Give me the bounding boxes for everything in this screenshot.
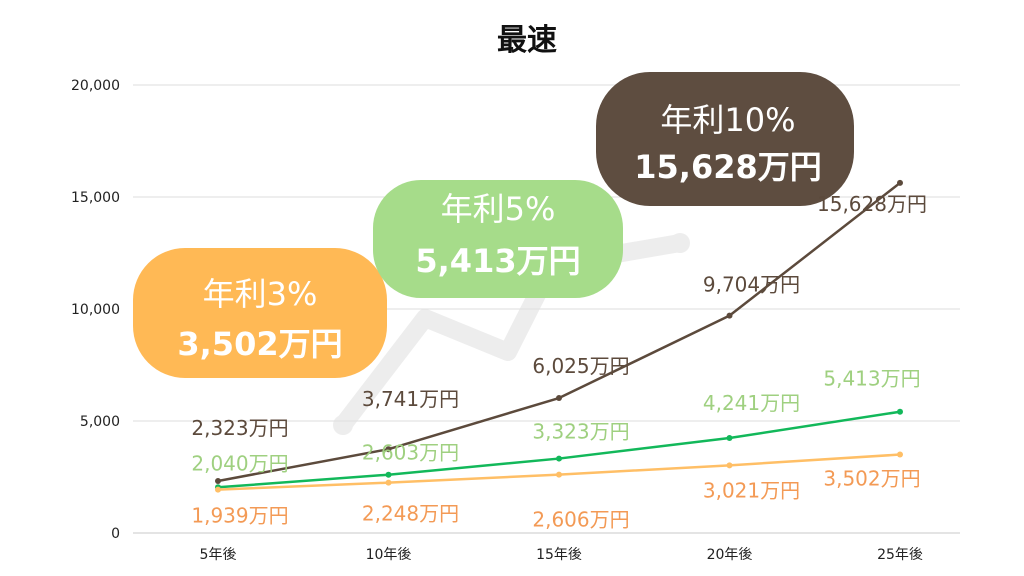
- x-tick-label: 20年後: [707, 547, 753, 563]
- data-label-r5: 2,040万円: [191, 451, 288, 475]
- x-axis: 5年後 10年後 15年後 20年後 25年後: [200, 547, 923, 563]
- data-label-r3: 3,502万円: [823, 467, 920, 491]
- data-point-r3: [726, 462, 733, 469]
- data-point-r3: [897, 451, 903, 458]
- y-axis: 0 5,000 10,000 15,000 20,000: [71, 78, 120, 542]
- data-label-r10: 9,704万円: [703, 273, 800, 297]
- data-label-r5: 5,413万円: [823, 367, 920, 391]
- chart-title: 最速: [497, 23, 557, 58]
- y-tick-label: 5,000: [80, 414, 120, 430]
- data-label-r10: 3,741万円: [362, 387, 459, 411]
- data-point-r3: [556, 471, 562, 478]
- callout-amount-10-label: 15,628万円: [634, 148, 822, 186]
- data-point-r5: [726, 435, 733, 442]
- x-tick-label: 5年後: [200, 547, 237, 563]
- data-point-r5: [556, 455, 562, 462]
- data-point-r10: [556, 395, 562, 402]
- y-tick-label: 15,000: [71, 190, 120, 206]
- y-tick-label: 0: [111, 526, 120, 542]
- callout-rate-10-label: 年利10%: [660, 101, 795, 139]
- data-point-r10: [385, 446, 392, 453]
- data-label-r10: 15,628万円: [817, 192, 927, 216]
- data-label-r3: 3,021万円: [703, 478, 800, 502]
- x-tick-label: 10年後: [366, 547, 412, 563]
- callout-rate-3: 年利3% 3,502万円: [133, 248, 387, 378]
- data-label-r5: 3,323万円: [532, 420, 629, 444]
- callout-bubble-3: [133, 248, 387, 378]
- data-label-layer: 2,323万円 3,741万円 6,025万円 9,704万円 15,628万円 2,04…: [191, 192, 927, 532]
- series-layer: [215, 179, 903, 493]
- data-label-r3: 2,248万円: [362, 502, 459, 526]
- data-label-r3: 1,939万円: [191, 504, 288, 528]
- callout-bubble-10: [596, 72, 854, 206]
- data-point-r10: [215, 477, 221, 484]
- x-tick-label: 15年後: [536, 547, 582, 563]
- callout-rate-5: 年利5% 5,413万円: [373, 180, 623, 298]
- data-point-r3: [385, 479, 392, 486]
- y-tick-label: 10,000: [71, 302, 120, 318]
- y-tick-label: 20,000: [71, 78, 120, 94]
- data-point-r10: [897, 179, 903, 186]
- data-point-r3: [215, 486, 221, 493]
- callout-rate-3-label: 年利3%: [203, 275, 318, 313]
- callout-bubble-5: [373, 180, 623, 298]
- data-label-r5: 4,241万円: [703, 391, 800, 415]
- data-point-r10: [726, 312, 733, 319]
- data-label-r3: 2,606万円: [532, 508, 629, 532]
- data-point-r5: [897, 408, 903, 415]
- callout-amount-5-label: 5,413万円: [415, 242, 580, 280]
- callout-rate-5-label: 年利5%: [441, 190, 556, 228]
- callout-rate-10: 年利10% 15,628万円: [596, 72, 854, 206]
- data-label-r10: 2,323万円: [191, 416, 288, 440]
- data-label-r10: 6,025万円: [532, 354, 629, 378]
- data-point-r5: [385, 471, 392, 478]
- callout-amount-3-label: 3,502万円: [177, 325, 342, 363]
- data-label-r5: 2,603万円: [362, 441, 459, 465]
- x-tick-label: 25年後: [877, 547, 923, 563]
